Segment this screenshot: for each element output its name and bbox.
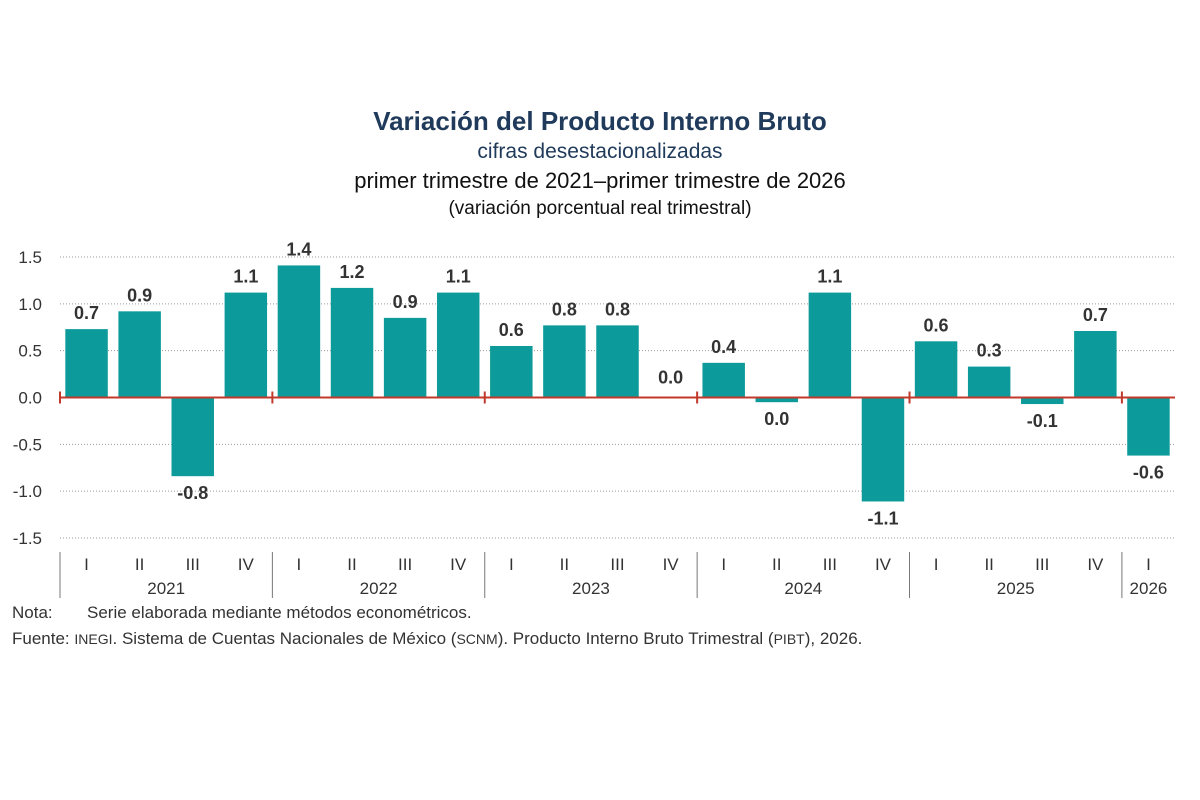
source-text-2: ). Producto Interno Bruto Trimestral ( (497, 629, 774, 648)
source-label: Fuente: (12, 629, 70, 648)
data-label: 0.9 (393, 292, 418, 312)
bar (277, 265, 321, 398)
chart-title: Variación del Producto Interno Bruto (373, 106, 827, 136)
data-label: 1.4 (286, 239, 311, 259)
x-tick-label: I (934, 555, 939, 574)
year-label: 2023 (572, 579, 610, 598)
x-tick-label: II (984, 555, 993, 574)
data-label: 0.8 (552, 299, 577, 319)
bar (65, 329, 108, 398)
bar (543, 325, 586, 398)
footnotes: Nota: Serie elaborada mediante métodos ec… (12, 600, 862, 652)
bar (490, 345, 533, 398)
bar (808, 292, 852, 398)
x-tick-label: II (772, 555, 781, 574)
x-tick-label: I (509, 555, 514, 574)
source-text-1: . Sistema de Cuentas Nacionales de Méxic… (112, 629, 457, 648)
bar (596, 325, 639, 398)
data-label: 0.6 (924, 315, 949, 335)
chart-period: primer trimestre de 2021–primer trimestr… (354, 168, 846, 193)
x-tick-label: III (398, 555, 412, 574)
x-tick-label: IV (663, 555, 680, 574)
x-tick-label: IV (450, 555, 467, 574)
data-label: -0.6 (1133, 463, 1164, 483)
note-line: Nota: Serie elaborada mediante métodos ec… (12, 600, 862, 626)
bar (914, 341, 958, 398)
bar-chart: 1.5 1.0 0.5 0.0 -0.5 -1.0 -1.5 0.7 0.9 -0.8 1.1 1.4… (13, 239, 1175, 598)
year-label: 2026 (1130, 579, 1168, 598)
data-label: -0.8 (177, 483, 208, 503)
x-tick-label: I (1146, 555, 1151, 574)
bar (1127, 397, 1170, 456)
x-tick-label: IV (875, 555, 892, 574)
x-tick-label: I (84, 555, 89, 574)
bar (967, 366, 1011, 398)
x-tick-label: III (1035, 555, 1049, 574)
year-label: 2021 (147, 579, 185, 598)
note-text: Serie elaborada mediante métodos economé… (87, 603, 472, 622)
source-text-3: ), 2026. (804, 629, 863, 648)
bar (702, 362, 745, 398)
bar (118, 311, 161, 398)
source-pibt: PIBT (773, 631, 805, 647)
x-tick-label: III (823, 555, 837, 574)
chart-unit: (variación porcentual real trimestral) (448, 198, 752, 219)
data-label: 0.3 (977, 341, 1002, 361)
bar (1074, 330, 1117, 398)
year-label: 2025 (997, 579, 1035, 598)
bar (436, 292, 480, 398)
y-tick-label: 0.5 (18, 342, 42, 361)
year-label: 2022 (360, 579, 398, 598)
data-label: 1.1 (817, 267, 842, 287)
data-label: 0.6 (499, 320, 524, 340)
bar (861, 397, 905, 502)
x-tick-label: II (560, 555, 569, 574)
y-tick-label: 1.5 (18, 248, 42, 267)
chart-subtitle: cifras desestacionalizadas (477, 140, 723, 163)
x-tick-label: II (347, 555, 356, 574)
source-scnm: SCNM (456, 631, 498, 647)
y-tick-label: -1.0 (13, 482, 42, 501)
data-label: 0.8 (605, 299, 630, 319)
source-inegi: INEGI (74, 631, 113, 647)
data-label: 1.1 (446, 267, 471, 287)
x-tick-label: IV (238, 555, 255, 574)
bar (224, 292, 268, 398)
data-label: 1.1 (233, 267, 258, 287)
x-tick-label: IV (1087, 555, 1104, 574)
y-tick-label: 1.0 (18, 295, 42, 314)
data-label: -1.1 (867, 508, 898, 528)
bar (171, 397, 214, 477)
y-tick-label: -0.5 (13, 435, 42, 454)
bar (755, 397, 799, 403)
data-label: 1.2 (340, 262, 365, 282)
data-label: 0.7 (74, 303, 99, 323)
data-label: 0.9 (127, 285, 152, 305)
data-label: 0.0 (764, 409, 789, 429)
chart-titles: Variación del Producto Interno Bruto cif… (0, 104, 1200, 222)
year-label: 2024 (784, 579, 822, 598)
data-label: 0.7 (1083, 305, 1108, 325)
y-tick-label: -1.5 (13, 529, 42, 548)
x-tick-label: II (135, 555, 144, 574)
bar (1021, 397, 1064, 405)
bar (383, 317, 427, 398)
x-tick-label: I (721, 555, 726, 574)
x-tick-label: I (297, 555, 302, 574)
data-label: -0.1 (1027, 411, 1058, 431)
bar (330, 287, 374, 398)
x-tick-label: III (610, 555, 624, 574)
note-label: Nota: (12, 603, 53, 622)
data-label: 0.4 (711, 337, 736, 357)
y-tick-label: 0.0 (18, 389, 42, 408)
source-line: Fuente: INEGI. Sistema de Cuentas Nacion… (12, 626, 862, 652)
data-label: 0.0 (658, 368, 683, 388)
x-tick-label: III (186, 555, 200, 574)
